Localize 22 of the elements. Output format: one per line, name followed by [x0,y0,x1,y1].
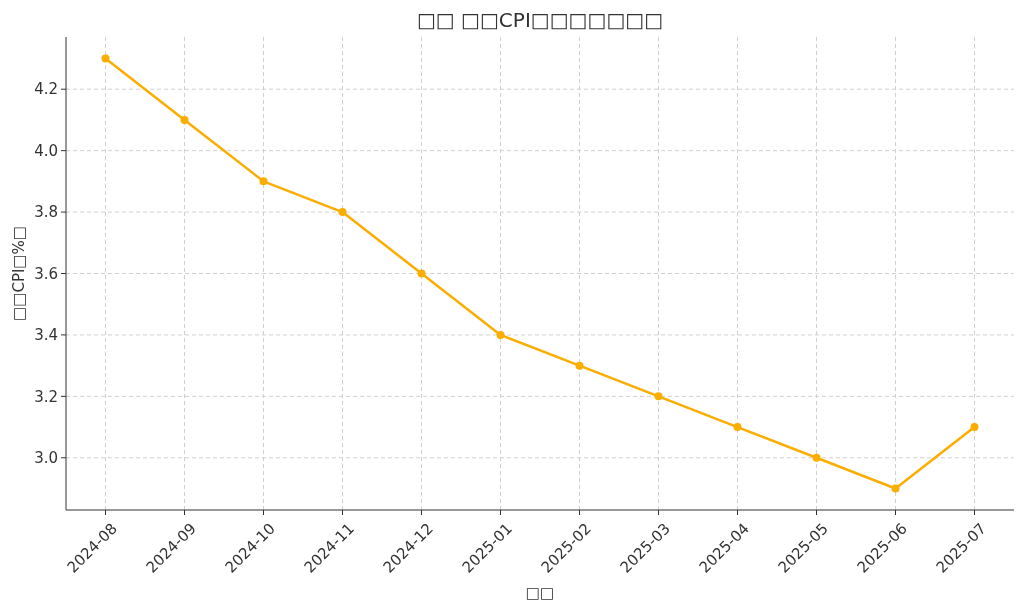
y-tick-label: 4.0 [34,141,58,160]
point [654,392,663,401]
chart-title: □□ □□CPI□□□□□□□ [416,8,664,32]
point [180,115,189,124]
y-axis-title: □□CPI□%□ [10,226,28,321]
point [101,54,110,63]
point [970,423,979,432]
point [891,484,900,493]
x-axis-title: □□ [525,584,555,602]
y-tick-label: 3.4 [34,326,58,345]
point [417,269,426,278]
y-tick-label: 3.0 [34,449,58,468]
y-tick-label: 4.2 [34,80,58,99]
point [733,423,742,432]
point [575,361,584,370]
y-tick-label: 3.6 [34,264,58,283]
point [338,208,347,217]
point [496,330,505,339]
point [259,177,268,186]
point [812,453,821,462]
y-tick-label: 3.2 [34,387,58,406]
y-tick-label: 3.8 [34,203,58,222]
